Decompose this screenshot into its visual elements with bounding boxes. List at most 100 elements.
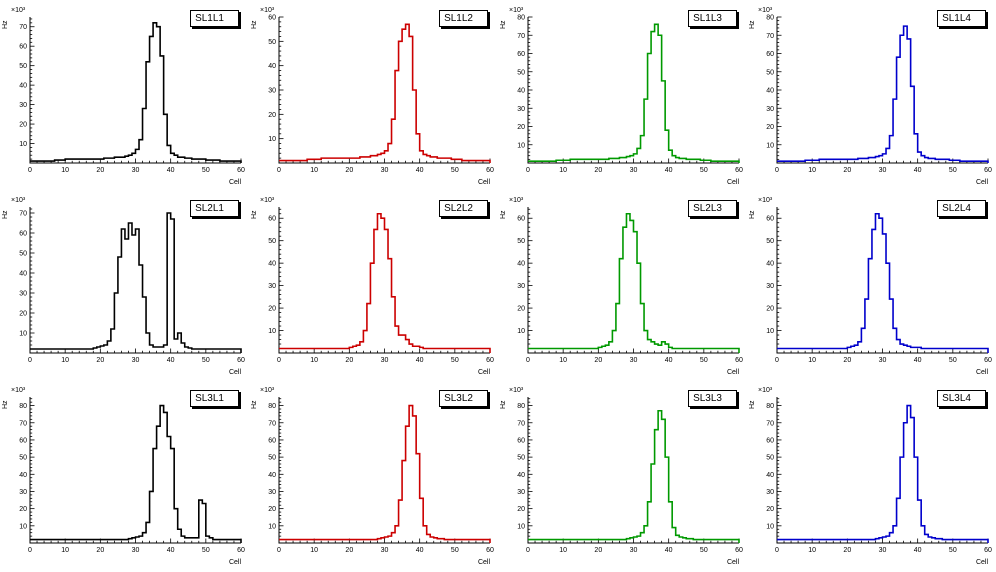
- svg-text:30: 30: [766, 106, 774, 113]
- svg-text:60: 60: [268, 216, 276, 223]
- svg-text:0: 0: [28, 167, 32, 174]
- svg-text:Cell: Cell: [478, 179, 491, 186]
- svg-text:30: 30: [766, 283, 774, 290]
- svg-text:40: 40: [517, 88, 525, 95]
- svg-text:70: 70: [19, 24, 27, 31]
- svg-text:10: 10: [310, 167, 318, 174]
- svg-text:20: 20: [345, 547, 353, 554]
- svg-text:10: 10: [808, 167, 816, 174]
- svg-text:60: 60: [766, 216, 774, 223]
- title-box-sl2l2: SL2L2: [439, 200, 488, 217]
- svg-text:Cell: Cell: [478, 559, 491, 566]
- svg-text:60: 60: [19, 437, 27, 444]
- svg-text:30: 30: [381, 547, 389, 554]
- svg-text:50: 50: [268, 39, 276, 46]
- svg-text:10: 10: [766, 142, 774, 149]
- svg-text:20: 20: [19, 311, 27, 318]
- svg-text:70: 70: [19, 420, 27, 427]
- svg-text:60: 60: [984, 547, 992, 554]
- svg-text:60: 60: [735, 167, 743, 174]
- svg-text:80: 80: [268, 403, 276, 410]
- svg-text:0: 0: [775, 357, 779, 364]
- svg-text:40: 40: [167, 167, 175, 174]
- svg-text:30: 30: [268, 283, 276, 290]
- svg-text:20: 20: [766, 306, 774, 313]
- svg-text:0: 0: [277, 357, 281, 364]
- svg-text:30: 30: [630, 167, 638, 174]
- svg-text:20: 20: [268, 112, 276, 119]
- svg-text:40: 40: [19, 472, 27, 479]
- svg-text:50: 50: [949, 167, 957, 174]
- svg-text:80: 80: [766, 403, 774, 410]
- svg-text:70: 70: [517, 33, 525, 40]
- svg-text:10: 10: [268, 523, 276, 530]
- svg-text:30: 30: [268, 88, 276, 95]
- svg-text:50: 50: [766, 69, 774, 76]
- svg-text:70: 70: [517, 420, 525, 427]
- svg-text:Hz: Hz: [251, 210, 258, 219]
- svg-text:40: 40: [167, 357, 175, 364]
- svg-text:20: 20: [517, 306, 525, 313]
- svg-text:50: 50: [19, 251, 27, 258]
- svg-text:10: 10: [559, 547, 567, 554]
- svg-text:×10³: ×10³: [260, 7, 275, 14]
- svg-text:40: 40: [914, 167, 922, 174]
- title-box-sl1l1: SL1L1: [190, 10, 239, 27]
- title-box-sl1l4: SL1L4: [937, 10, 986, 27]
- svg-text:80: 80: [517, 15, 525, 22]
- svg-text:20: 20: [517, 506, 525, 513]
- svg-text:50: 50: [517, 69, 525, 76]
- histogram-panel-sl2l2: 0 10 20 30 40 50 60 10 20 30 40 50 60 ×10³ Hz Cell SL2L…: [249, 191, 498, 381]
- svg-text:20: 20: [594, 547, 602, 554]
- svg-text:×10³: ×10³: [11, 197, 26, 204]
- histogram-panel-sl2l4: 0 10 20 30 40 50 60 10 20 30 40 50 60 ×10³ Hz Cell SL2L…: [747, 191, 996, 381]
- svg-text:50: 50: [517, 238, 525, 245]
- svg-text:×10³: ×10³: [260, 387, 275, 394]
- svg-text:20: 20: [345, 357, 353, 364]
- svg-text:Cell: Cell: [727, 369, 740, 376]
- svg-text:Cell: Cell: [976, 559, 989, 566]
- svg-text:20: 20: [96, 357, 104, 364]
- svg-text:Hz: Hz: [749, 20, 756, 29]
- svg-text:50: 50: [766, 455, 774, 462]
- svg-text:50: 50: [202, 167, 210, 174]
- svg-text:10: 10: [19, 523, 27, 530]
- svg-text:60: 60: [237, 167, 245, 174]
- svg-text:40: 40: [914, 547, 922, 554]
- svg-text:50: 50: [700, 167, 708, 174]
- svg-text:80: 80: [517, 403, 525, 410]
- svg-text:50: 50: [19, 63, 27, 70]
- svg-text:30: 30: [132, 547, 140, 554]
- svg-text:60: 60: [766, 51, 774, 58]
- svg-text:10: 10: [61, 357, 69, 364]
- svg-text:Cell: Cell: [727, 559, 740, 566]
- title-box-sl3l2: SL3L2: [439, 390, 488, 407]
- svg-text:10: 10: [268, 328, 276, 335]
- svg-text:10: 10: [559, 167, 567, 174]
- svg-text:80: 80: [19, 403, 27, 410]
- svg-text:10: 10: [61, 167, 69, 174]
- svg-text:40: 40: [268, 63, 276, 70]
- svg-text:Cell: Cell: [229, 179, 242, 186]
- svg-text:60: 60: [517, 51, 525, 58]
- svg-text:Hz: Hz: [251, 20, 258, 29]
- svg-text:30: 30: [517, 489, 525, 496]
- svg-text:10: 10: [517, 523, 525, 530]
- svg-text:10: 10: [19, 141, 27, 148]
- svg-text:60: 60: [517, 437, 525, 444]
- title-box-sl3l3: SL3L3: [688, 390, 737, 407]
- svg-text:50: 50: [451, 167, 459, 174]
- svg-text:30: 30: [630, 357, 638, 364]
- svg-text:10: 10: [310, 547, 318, 554]
- svg-text:20: 20: [594, 167, 602, 174]
- svg-text:50: 50: [949, 357, 957, 364]
- svg-text:20: 20: [843, 547, 851, 554]
- svg-text:30: 30: [132, 167, 140, 174]
- svg-text:40: 40: [416, 167, 424, 174]
- svg-text:0: 0: [28, 357, 32, 364]
- svg-text:30: 30: [132, 357, 140, 364]
- histogram-panel-sl1l1: 0 10 20 30 40 50 60 10 20 30 40 50 60 70 ×10³ Hz Cell SL…: [0, 1, 249, 191]
